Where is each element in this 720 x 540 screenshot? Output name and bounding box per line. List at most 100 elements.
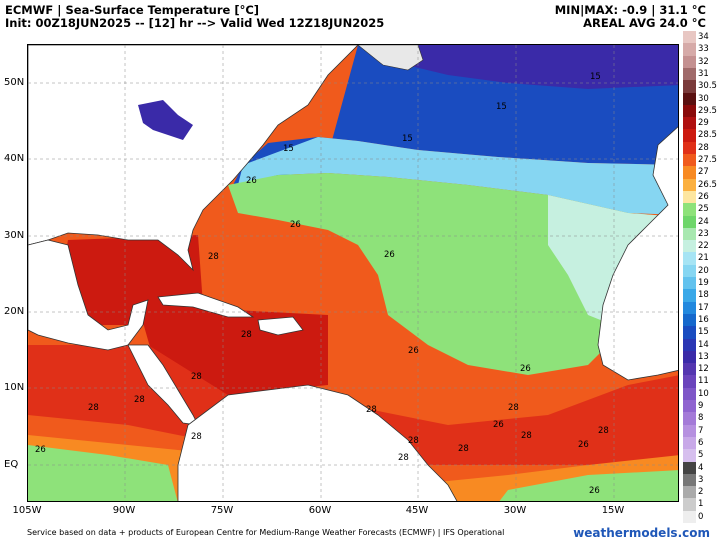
sst-label: 26 bbox=[589, 486, 600, 496]
colorbar-swatch bbox=[683, 436, 696, 450]
land-cuba bbox=[157, 292, 255, 318]
colorbar-label: 30.5 bbox=[698, 81, 717, 92]
sst-region-equatorial-green bbox=[28, 445, 178, 501]
colorbar-label: 34 bbox=[698, 32, 709, 42]
colorbar-label: 19 bbox=[698, 278, 709, 288]
colorbar-swatch bbox=[683, 154, 696, 167]
sst-label: 28 bbox=[191, 372, 202, 382]
colorbar-label: 2 bbox=[698, 487, 704, 498]
sst-label: 28 bbox=[366, 405, 377, 415]
colorbar-label: 8 bbox=[698, 413, 704, 424]
land-mexico bbox=[28, 239, 149, 351]
colorbar-swatch bbox=[683, 473, 696, 487]
colorbar-label: 27 bbox=[698, 167, 709, 178]
colorbar-swatch bbox=[683, 510, 696, 524]
colorbar-swatch bbox=[683, 375, 696, 389]
sst-label: 28 bbox=[398, 453, 409, 463]
colorbar-label: 12 bbox=[698, 364, 709, 375]
colorbar-swatch bbox=[683, 449, 696, 462]
map-title: ECMWF | Sea-Surface Temperature [°C] bbox=[5, 3, 260, 17]
min-max-readout: MIN|MAX: -0.9 | 31.1 °C bbox=[554, 3, 706, 17]
colorbar-label: 14 bbox=[698, 339, 709, 350]
colorbar-label: 21 bbox=[698, 253, 709, 264]
land-south-america bbox=[177, 384, 458, 501]
colorbar-label: 33 bbox=[698, 44, 709, 55]
sst-label: 28 bbox=[458, 444, 469, 454]
colorbar-label: 28.5 bbox=[698, 130, 717, 141]
lon-label-75w: 75W bbox=[210, 505, 234, 516]
colorbar-swatch bbox=[683, 424, 696, 438]
sst-label: 26 bbox=[384, 250, 395, 260]
sst-label: 28 bbox=[521, 431, 532, 441]
colorbar-swatch bbox=[683, 55, 696, 69]
graticule bbox=[28, 45, 678, 501]
sst-label: 28 bbox=[191, 432, 202, 442]
brand-link[interactable]: weathermodels.com bbox=[573, 526, 710, 540]
colorbar-swatch bbox=[683, 141, 696, 155]
sst-region-south-green bbox=[499, 470, 678, 501]
colorbar-swatch bbox=[683, 80, 696, 93]
colorbar-label: 11 bbox=[698, 376, 709, 387]
colorbar-label: 26.5 bbox=[698, 179, 717, 190]
colorbar-label: 22 bbox=[698, 241, 709, 252]
areal-average-readout: AREAL AVG 24.0 °C bbox=[583, 16, 706, 30]
lon-label-105w: 105W bbox=[12, 505, 42, 516]
lat-label-50n: 50N bbox=[4, 77, 25, 88]
land-newfoundland bbox=[357, 45, 424, 71]
temperature-colorbar bbox=[683, 31, 696, 524]
colorbar-label: 3 bbox=[698, 474, 704, 485]
colorbar-label: 10 bbox=[698, 388, 709, 399]
colorbar-swatch bbox=[683, 277, 696, 290]
sst-label: 26 bbox=[520, 364, 531, 374]
sst-region-cool-band bbox=[238, 137, 678, 215]
colorbar-label: 6 bbox=[698, 437, 704, 448]
colorbar-label: 31 bbox=[698, 68, 709, 79]
colorbar-label: 32 bbox=[698, 56, 709, 67]
lon-label-90w: 90W bbox=[112, 505, 136, 516]
colorbar-label: 0 bbox=[698, 511, 704, 522]
colorbar-swatch bbox=[683, 129, 696, 143]
lon-label-60w: 60W bbox=[308, 505, 332, 516]
init-valid-time: Init: 00Z18JUN2025 -- [12] hr --> Valid … bbox=[5, 16, 385, 30]
colorbar-swatch bbox=[683, 338, 696, 352]
colorbar-label: 4 bbox=[698, 462, 704, 473]
colorbar-label: 16 bbox=[698, 314, 709, 325]
sst-contour-labels: 15 15 15 15 26 26 26 26 26 26 26 28 28 2… bbox=[35, 72, 609, 496]
colorbar-swatch bbox=[683, 412, 696, 426]
sst-label: 26 bbox=[408, 346, 419, 356]
colorbar-label: 26 bbox=[698, 191, 709, 202]
lat-label-20n: 20N bbox=[4, 306, 25, 317]
colorbar-swatch bbox=[683, 252, 696, 266]
colorbar-swatch bbox=[683, 264, 696, 278]
colorbar-label: 17 bbox=[698, 302, 709, 313]
sst-map[interactable]: 15 15 15 15 26 26 26 26 26 26 26 28 28 2… bbox=[27, 44, 679, 502]
colorbar-label: 9 bbox=[698, 401, 704, 411]
sst-label: 15 bbox=[283, 144, 294, 154]
lon-label-15w: 15W bbox=[601, 505, 625, 516]
lat-label-30n: 30N bbox=[4, 230, 25, 241]
land-africa bbox=[597, 126, 678, 381]
land-north-america bbox=[28, 45, 359, 272]
colorbar-label: 15 bbox=[698, 327, 709, 338]
colorbar-swatch bbox=[683, 350, 696, 364]
lat-label-10n: 10N bbox=[4, 382, 25, 393]
sst-label: 26 bbox=[290, 220, 301, 230]
colorbar-swatch bbox=[683, 178, 696, 192]
sst-label: 28 bbox=[88, 403, 99, 413]
colorbar-swatch bbox=[683, 313, 696, 327]
colorbar-label: 28 bbox=[698, 142, 709, 153]
sst-region-very-cold-north bbox=[358, 45, 678, 89]
colorbar-swatch bbox=[683, 104, 696, 118]
sst-label: 26 bbox=[493, 420, 504, 430]
sst-label: 28 bbox=[208, 252, 219, 262]
colorbar-swatch bbox=[683, 190, 696, 204]
colorbar-label: 7 bbox=[698, 425, 704, 436]
lon-label-30w: 30W bbox=[503, 505, 527, 516]
sst-label: 28 bbox=[241, 330, 252, 340]
colorbar-label: 18 bbox=[698, 290, 709, 301]
colorbar-swatch bbox=[683, 92, 696, 106]
colorbar-swatch bbox=[683, 117, 696, 130]
colorbar-label: 27.5 bbox=[698, 155, 717, 165]
colorbar-swatch bbox=[683, 166, 696, 180]
lat-label-40n: 40N bbox=[4, 153, 25, 164]
